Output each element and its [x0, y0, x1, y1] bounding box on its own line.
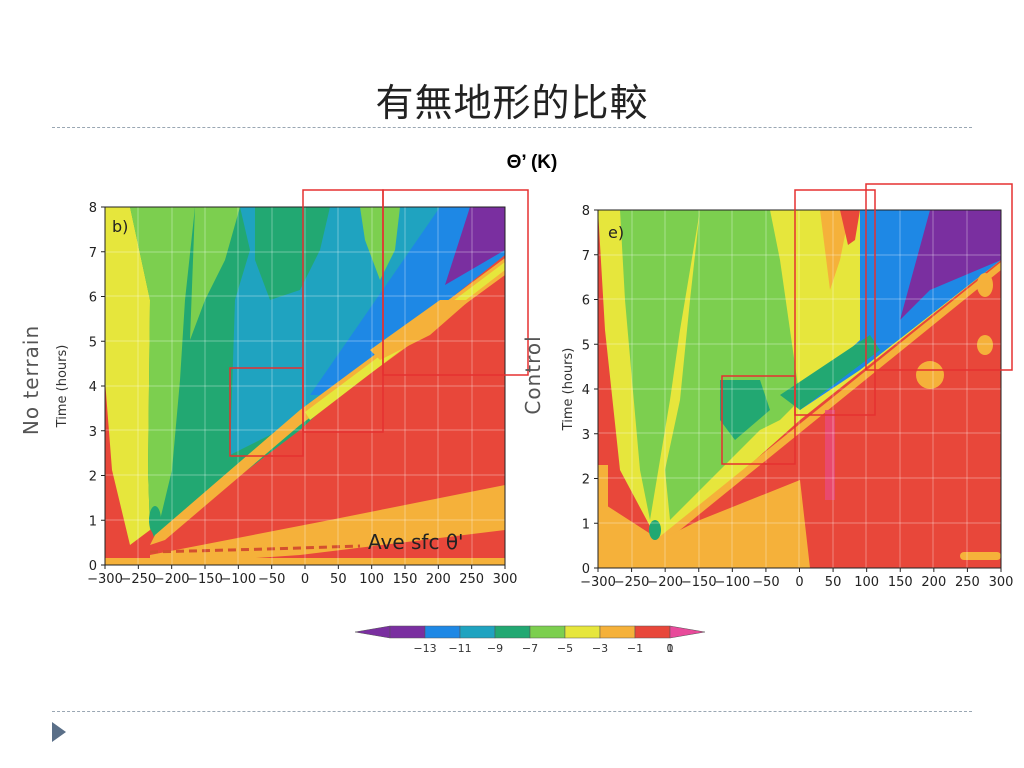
colorbar: −13 −11 −9 −7 −5 −3 −1 01	[354, 625, 706, 655]
axes-ticks-right: −300−250−200−150−100 −50 0 50 100 150 200 250 30…	[580, 204, 1013, 590]
y-tick-label: 4	[89, 380, 97, 395]
highlight-box-l3	[229, 367, 304, 457]
slide-title: 有無地形的比較	[375, 81, 649, 125]
x-tick-label: 50	[825, 575, 842, 590]
x-tick-label: −150	[187, 572, 223, 587]
highlight-box-l2	[382, 189, 529, 376]
x-tick-label: 250	[459, 572, 484, 587]
x-tick-label: 150	[393, 572, 418, 587]
y-tick-label: 1	[582, 517, 590, 532]
colorbar-label: −1	[627, 642, 643, 655]
colorbar-label: −13	[413, 642, 436, 655]
highlight-box-r1	[794, 189, 876, 416]
panel-control: e) −300−250−200−150−100 −50 0 50 100 150 200 25…	[521, 183, 1013, 590]
colorbar-swatch	[494, 625, 531, 639]
colorbar-label: −3	[592, 642, 608, 655]
y-tick-label: 6	[89, 291, 97, 306]
axes-ticks-left: −300−250−200−150−100 −50 0 50 100 150 200 250 30…	[87, 201, 517, 587]
colorbar-swatch	[459, 625, 496, 639]
y-tick-label: 7	[582, 249, 590, 264]
colorbar-arrow-high	[669, 625, 706, 639]
y-axis-label-right: Time (hours)	[561, 348, 576, 432]
x-tick-label: −150	[681, 575, 717, 590]
colorbar-swatch	[634, 625, 671, 639]
y-tick-label: 5	[89, 335, 97, 350]
panel-label-e: e)	[608, 223, 624, 242]
heatmap-field-right	[598, 210, 1001, 568]
x-tick-label: −250	[120, 572, 156, 587]
heatmap-field-left	[105, 207, 505, 565]
x-tick-label: −300	[87, 572, 123, 587]
side-label-control: Control	[521, 335, 545, 414]
x-tick-label: −50	[258, 572, 285, 587]
colorbar-label: −9	[487, 642, 503, 655]
y-tick-label: 8	[582, 204, 590, 219]
y-tick-label: 5	[582, 338, 590, 353]
colorbar-label: −5	[557, 642, 573, 655]
x-tick-label: 300	[989, 575, 1014, 590]
x-tick-label: 250	[955, 575, 980, 590]
side-label-no-terrain: No terrain	[19, 325, 43, 435]
x-tick-label: 100	[359, 572, 384, 587]
x-tick-label: 100	[854, 575, 879, 590]
colorbar-swatch	[564, 625, 601, 639]
y-tick-label: 2	[582, 473, 590, 488]
x-tick-label: −50	[752, 575, 779, 590]
y-tick-label: 8	[89, 201, 97, 216]
title-divider	[52, 127, 972, 128]
x-tick-label: 150	[888, 575, 913, 590]
annotation-ave-sfc: Ave sfc θ'	[368, 530, 464, 554]
y-tick-label: 3	[89, 425, 97, 440]
grid-right	[598, 210, 1001, 568]
x-tick-label: 0	[301, 572, 309, 587]
colorbar-swatch	[529, 625, 566, 639]
chart-subtitle: Θ’ (K)	[506, 152, 558, 173]
colorbar-label: 1	[667, 642, 674, 655]
x-tick-label: 300	[493, 572, 518, 587]
footer-divider	[52, 711, 972, 712]
x-tick-label: −100	[220, 572, 256, 587]
y-tick-label: 0	[582, 562, 590, 577]
colorbar-label: −7	[522, 642, 538, 655]
x-tick-label: 200	[921, 575, 946, 590]
colorbar-swatch	[424, 625, 461, 639]
x-tick-label: −250	[614, 575, 650, 590]
colorbar-label: −11	[448, 642, 471, 655]
x-tick-label: 50	[330, 572, 347, 587]
bullet-arrow-icon	[52, 722, 66, 742]
highlight-box-r2	[865, 183, 1013, 371]
x-tick-label: −300	[580, 575, 616, 590]
x-tick-label: −200	[154, 572, 190, 587]
y-axis-label-left: Time (hours)	[55, 345, 70, 429]
highlight-box-r3	[721, 375, 796, 465]
y-tick-label: 3	[582, 428, 590, 443]
y-tick-label: 7	[89, 246, 97, 261]
grid-left	[105, 207, 505, 565]
panel-label-b: b)	[112, 217, 128, 236]
y-tick-label: 1	[89, 514, 97, 529]
x-tick-label: −100	[714, 575, 750, 590]
x-tick-label: 200	[426, 572, 451, 587]
x-tick-label: 0	[795, 575, 803, 590]
colorbar-arrow-low	[354, 625, 391, 639]
panel-no-terrain: b) Ave sfc θ' −300−250−200−150−100 −50 0 50…	[19, 189, 529, 587]
colorbar-swatch	[389, 625, 426, 639]
y-tick-label: 4	[582, 383, 590, 398]
x-tick-label: −200	[647, 575, 683, 590]
colorbar-label: 0	[667, 642, 674, 655]
colorbar-swatch	[599, 625, 636, 639]
y-tick-label: 6	[582, 294, 590, 309]
y-tick-label: 2	[89, 470, 97, 485]
y-tick-label: 0	[89, 559, 97, 574]
